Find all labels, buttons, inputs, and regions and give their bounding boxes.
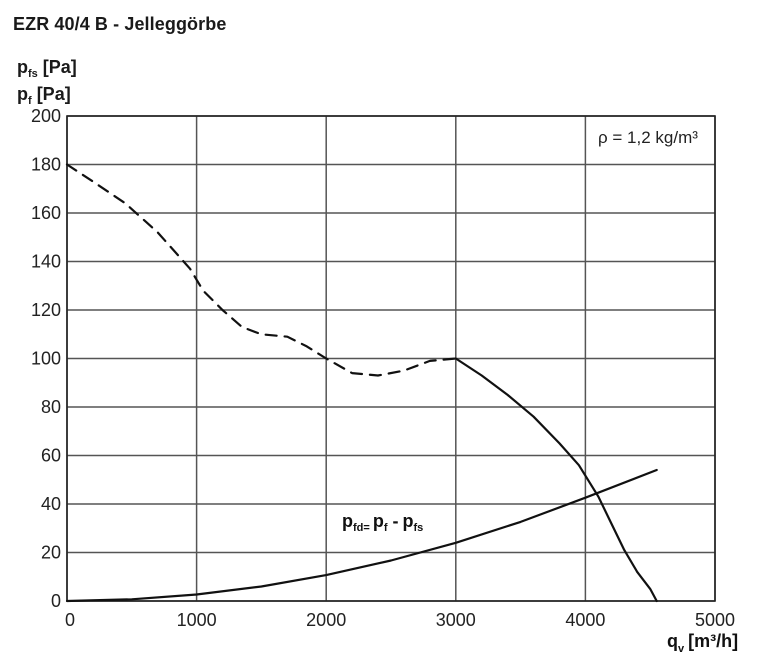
y-tick-label-9: 180 (31, 155, 61, 175)
y-axis-label-pf-base: p (17, 84, 28, 104)
y-tick-label-3: 60 (41, 446, 61, 466)
x-axis-label-sub: v (678, 643, 685, 655)
plot-frame (66, 115, 716, 602)
x-tick-label-1: 1000 (177, 610, 217, 630)
series-layer (65, 163, 658, 603)
y-tick-label-6: 120 (31, 300, 61, 320)
x-tick-label-5: 5000 (695, 610, 735, 630)
y-tick-label-5: 100 (31, 349, 61, 369)
x-tick-label-3: 3000 (436, 610, 476, 630)
y-axis-label-pfs-base: p (17, 57, 28, 77)
y-tick-label-4: 80 (41, 397, 61, 417)
series-line-1 (454, 357, 658, 603)
y-tick-label-0: 0 (51, 591, 61, 611)
formula-a-sub: fd (353, 522, 363, 534)
x-tick-label-4: 4000 (565, 610, 605, 630)
formula-c: p (403, 511, 414, 531)
x-axis-label-unit: [m³/h] (688, 631, 738, 651)
y-tick-label-1: 20 (41, 543, 61, 563)
y-axis-label-pfs: pfs [Pa] (17, 57, 77, 80)
y-axis-label-pf-unit: [Pa] (36, 84, 71, 104)
y-tick-label-7: 140 (31, 252, 61, 272)
density-label: ρ = 1,2 kg/m³ (598, 128, 698, 147)
formula-eq: = (363, 522, 369, 534)
grid (66, 115, 716, 602)
formula-b-sub: f (384, 522, 388, 534)
y-axis-label-pf: pf [Pa] (17, 84, 71, 107)
series-line-0 (65, 163, 457, 377)
x-axis-label: qv [m³/h] (667, 631, 738, 655)
chart-title: EZR 40/4 B - Jelleggörbe (13, 14, 227, 34)
y-tick-label-10: 200 (31, 106, 61, 126)
formula-b: p (373, 511, 384, 531)
y-axis-label-pfs-sub: fs (28, 68, 38, 80)
series-line-2 (65, 468, 658, 603)
formula-a: p (342, 511, 353, 531)
y-tick-label-2: 40 (41, 494, 61, 514)
formula-minus: - (393, 511, 399, 531)
x-tick-label-0: 0 (65, 610, 75, 630)
y-axis-label-pfs-unit: [Pa] (42, 57, 77, 77)
y-axis-label-pf-sub: f (28, 95, 32, 107)
y-tick-label-8: 160 (31, 203, 61, 223)
x-tick-label-2: 2000 (306, 610, 346, 630)
x-axis-label-base: q (667, 631, 678, 651)
formula-c-sub: fs (414, 522, 424, 534)
formula-label: pfd= pf - pfs (342, 511, 423, 534)
